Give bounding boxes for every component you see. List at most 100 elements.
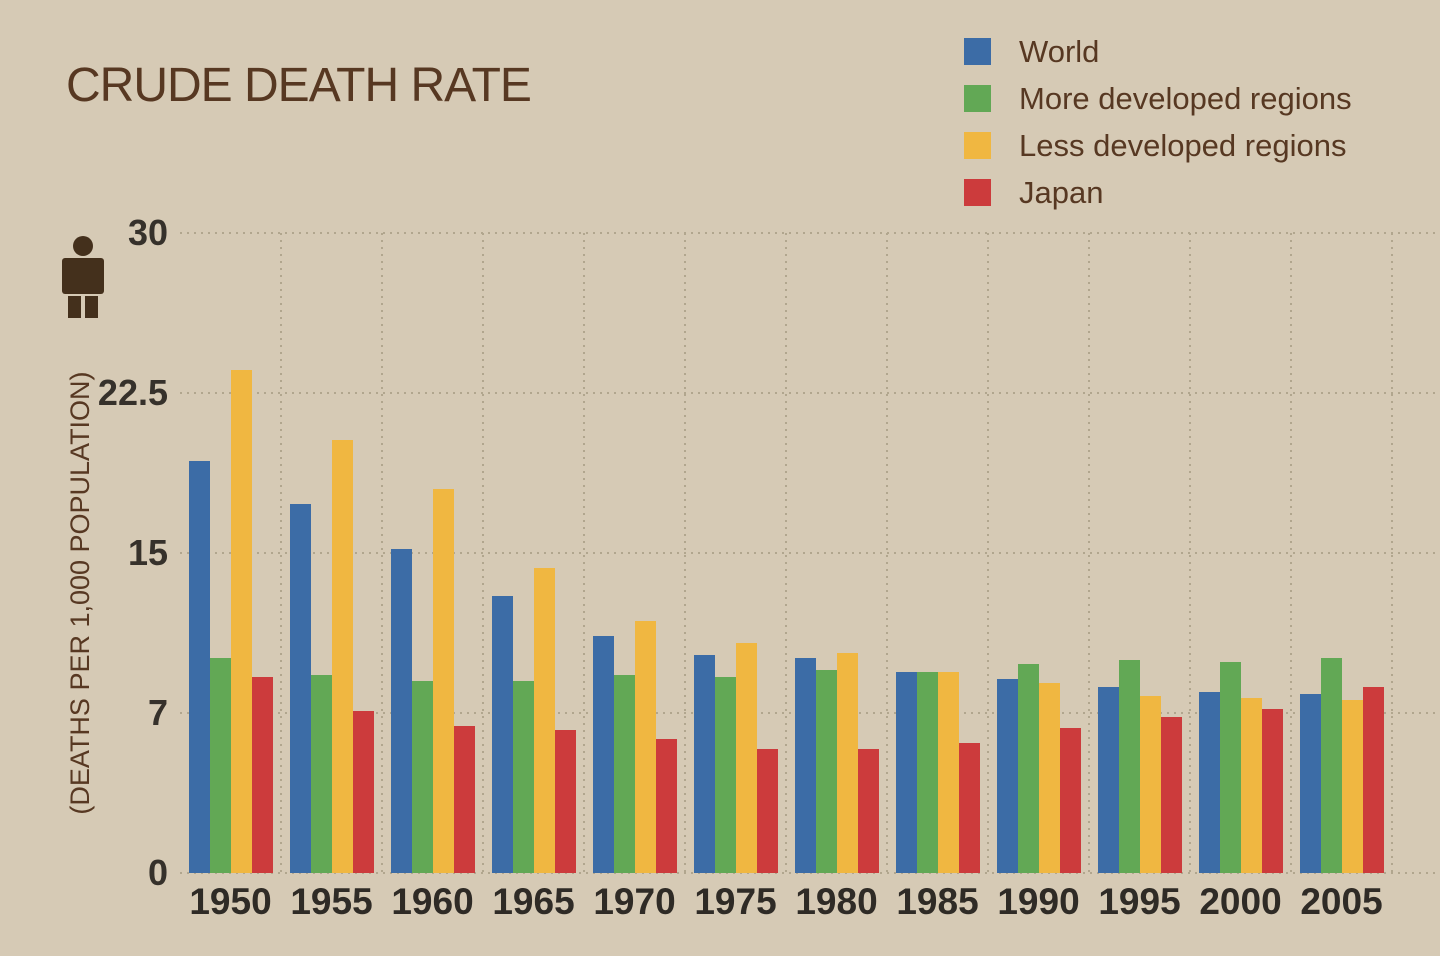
bar-japan-1965 xyxy=(554,730,576,873)
bar-more-developed-regions-1985 xyxy=(916,672,938,873)
gridline-x-7 xyxy=(886,233,888,873)
legend-item-japan: Japan xyxy=(964,175,1352,210)
gridline-y-15 xyxy=(180,552,1440,554)
bar-world-1985 xyxy=(895,672,917,873)
y-tick-label-30: 30 xyxy=(127,212,168,253)
legend-item-less-developed-regions: Less developed regions xyxy=(964,128,1352,163)
bar-more-developed-regions-1995 xyxy=(1118,659,1140,873)
x-axis-label-1985: 1985 xyxy=(896,881,979,922)
bar-less-developed-regions-1985 xyxy=(937,672,959,873)
y-axis-ticks: 0 7 15 22.5 30 xyxy=(0,215,168,891)
bar-japan-1970 xyxy=(655,738,677,873)
legend-swatch-world xyxy=(964,38,991,65)
bar-group-1965 xyxy=(483,233,584,873)
gridline-x-9 xyxy=(1088,233,1090,873)
x-axis-label-1950: 1950 xyxy=(189,881,272,922)
x-axis-label-1995: 1995 xyxy=(1098,881,1181,922)
bar-less-developed-regions-2000 xyxy=(1240,698,1262,873)
legend-label: World xyxy=(1019,34,1100,69)
x-axis-label-1960: 1960 xyxy=(391,881,474,922)
x-axis-label-1990: 1990 xyxy=(997,881,1080,922)
bar-japan-1995 xyxy=(1160,717,1182,873)
legend-swatch-less-developed-regions xyxy=(964,132,991,159)
bar-japan-2005 xyxy=(1362,687,1384,873)
bar-less-developed-regions-1960 xyxy=(432,489,454,873)
gridline-x-1 xyxy=(280,233,282,873)
bar-japan-1985 xyxy=(958,742,980,873)
bar-group-1960 xyxy=(382,233,483,873)
gridline-x-8 xyxy=(987,233,989,873)
bar-japan-1955 xyxy=(352,710,374,873)
gridline-y-0 xyxy=(180,872,1440,874)
legend-item-more-developed-regions: More developed regions xyxy=(964,81,1352,116)
vertical-gridlines xyxy=(180,233,1440,873)
bar-less-developed-regions-1970 xyxy=(634,621,656,873)
bar-japan-1960 xyxy=(453,725,475,873)
bar-world-1995 xyxy=(1097,687,1119,873)
gridline-y-22.5 xyxy=(180,392,1440,394)
legend-label: More developed regions xyxy=(1019,81,1352,116)
bar-more-developed-regions-1975 xyxy=(714,676,736,873)
legend: World More developed regions Less develope… xyxy=(964,34,1352,226)
bar-group-2000 xyxy=(1190,233,1291,873)
bar-less-developed-regions-1995 xyxy=(1139,695,1161,873)
bar-world-1980 xyxy=(794,657,816,873)
bar-world-1950 xyxy=(188,461,210,873)
plot-area xyxy=(180,232,1440,874)
bar-more-developed-regions-1980 xyxy=(815,670,837,873)
y-tick-label-22.5: 22.5 xyxy=(97,372,168,413)
x-axis-label-1970: 1970 xyxy=(593,881,676,922)
legend-label: Japan xyxy=(1019,175,1104,210)
bar-world-1955 xyxy=(289,503,311,873)
gridline-x-2 xyxy=(381,233,383,873)
bar-japan-1950 xyxy=(251,676,273,873)
legend-label: Less developed regions xyxy=(1019,128,1347,163)
bars-container xyxy=(180,233,1392,873)
bar-less-developed-regions-1950 xyxy=(230,369,252,873)
gridline-x-4 xyxy=(583,233,585,873)
x-axis-labels: 1950 1955 1960 1965 1970 1975 1980 1985 1990 1995… xyxy=(180,881,1392,926)
bar-less-developed-regions-1980 xyxy=(836,653,858,873)
y-tick-label-0: 0 xyxy=(147,852,168,893)
gridline-y-30 xyxy=(180,232,1440,234)
bar-world-1965 xyxy=(491,595,513,873)
bar-world-2005 xyxy=(1299,693,1321,873)
bar-group-2005 xyxy=(1291,233,1392,873)
x-axis-label-2005: 2005 xyxy=(1300,881,1383,922)
gridline-x-11 xyxy=(1290,233,1292,873)
x-axis-label-2000: 2000 xyxy=(1199,881,1282,922)
bar-less-developed-regions-2005 xyxy=(1341,700,1363,873)
bar-japan-1990 xyxy=(1059,727,1081,873)
bar-world-1960 xyxy=(390,548,412,873)
bar-world-2000 xyxy=(1198,691,1220,873)
bar-more-developed-regions-1960 xyxy=(411,681,433,873)
bar-group-1980 xyxy=(786,233,887,873)
bar-group-1955 xyxy=(281,233,382,873)
bar-group-1990 xyxy=(988,233,1089,873)
bar-more-developed-regions-1970 xyxy=(613,674,635,873)
bar-group-1995 xyxy=(1089,233,1190,873)
person-icon xyxy=(62,236,104,318)
bar-more-developed-regions-1955 xyxy=(310,674,332,873)
bar-group-1975 xyxy=(685,233,786,873)
bar-more-developed-regions-1950 xyxy=(209,657,231,873)
x-axis-label-1975: 1975 xyxy=(694,881,777,922)
bar-less-developed-regions-1965 xyxy=(533,567,555,873)
y-tick-label-7: 7 xyxy=(147,692,168,733)
gridline-x-3 xyxy=(482,233,484,873)
gridline-x-10 xyxy=(1189,233,1191,873)
chart-title: CRUDE DEATH RATE xyxy=(66,59,532,112)
bar-more-developed-regions-2005 xyxy=(1320,657,1342,873)
x-axis-label-1980: 1980 xyxy=(795,881,878,922)
y-tick-label-15: 15 xyxy=(127,532,168,573)
bar-group-1950 xyxy=(180,233,281,873)
bar-less-developed-regions-1990 xyxy=(1038,683,1060,873)
x-axis-label-1965: 1965 xyxy=(492,881,575,922)
bar-group-1985 xyxy=(887,233,988,873)
gridline-x-6 xyxy=(785,233,787,873)
bar-more-developed-regions-1990 xyxy=(1017,663,1039,873)
bar-less-developed-regions-1975 xyxy=(735,642,757,873)
bar-japan-2000 xyxy=(1261,708,1283,873)
bar-more-developed-regions-2000 xyxy=(1219,661,1241,873)
bar-less-developed-regions-1955 xyxy=(331,439,353,873)
